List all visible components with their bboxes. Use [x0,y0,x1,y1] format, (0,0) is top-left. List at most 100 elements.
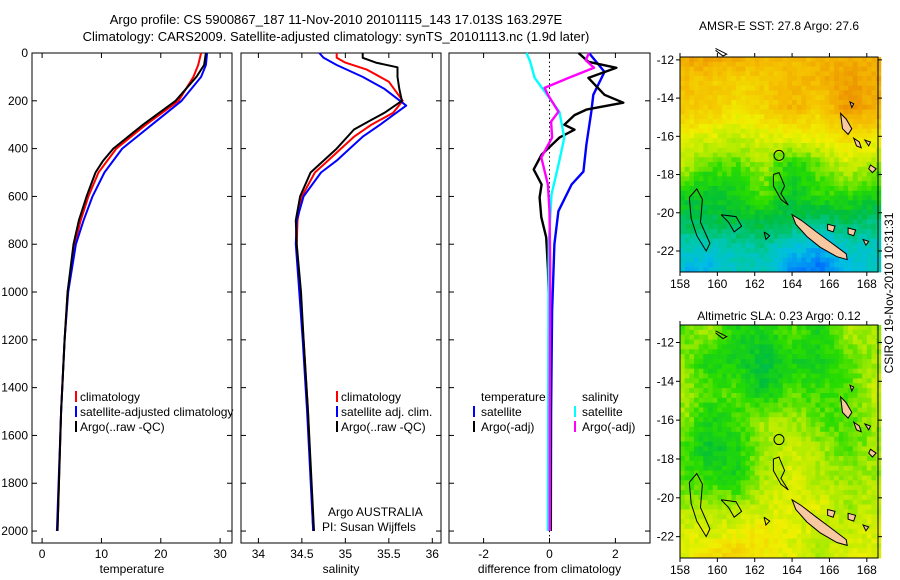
map-cell [694,548,700,554]
map-cell [824,57,830,63]
map-cell [698,533,704,539]
map-cell [857,190,863,196]
map-cell [717,157,723,163]
map-cell [712,171,718,177]
map-cell [745,417,751,423]
map-cell [866,267,872,273]
map-cell [750,368,756,374]
map-cell [680,349,686,355]
map-cell [871,95,877,101]
map-cell [852,90,858,96]
map-cell [787,114,793,120]
salinity-panel: 34 34.5 35 35.5 36salinityclimatologysatelli… [240,52,442,576]
map-cell [684,243,690,249]
map-cell [754,538,760,544]
map-cell [810,329,816,336]
map-cell [848,262,854,268]
y-tick-label: -20 [657,206,675,220]
map-cell [768,499,774,506]
map-cell [871,480,877,486]
map-cell [754,383,760,389]
map-cell [857,441,863,447]
map-cell [750,514,756,520]
map-cell [708,71,714,77]
map-cell [736,339,742,345]
map-cell [708,147,714,153]
map-cell [787,388,793,394]
map-cell [768,157,774,163]
map-cell [862,460,868,467]
map-cell [801,147,807,153]
map-cell [712,190,718,196]
map-cell [722,528,728,535]
map-cell [796,267,802,273]
map-cell [740,553,746,559]
map-cell [684,494,690,501]
map-cell [736,378,742,384]
map-cell [717,334,723,340]
map-cell [862,548,868,554]
map-cell [782,57,788,63]
map-cell [843,248,849,254]
map-cell [759,209,765,216]
map-cell [815,100,821,106]
map-cell [754,533,760,539]
map-cell [782,538,788,544]
map-cell [698,465,704,472]
map-cell [871,446,877,452]
map-cell [726,80,732,87]
map-cell [848,509,854,515]
map-cell [792,166,798,173]
map-cell [708,76,714,82]
map-cell [773,162,779,168]
map-cell [787,344,793,350]
map-cell [722,133,728,139]
map-cell [750,100,756,106]
map-cell [722,509,728,515]
map-cell [759,334,765,340]
map-cell [871,262,877,268]
map-cell [862,393,868,399]
map-cell [862,133,868,139]
map-cell [680,57,686,63]
map-cell [829,76,835,82]
map-cell [708,485,714,491]
map-cell [712,412,718,418]
map-cell [731,123,737,130]
map-cell [680,243,686,249]
map-cell [712,436,718,442]
map-cell [824,100,830,106]
map-cell [787,470,793,476]
map-cell [703,553,709,559]
map-cell [768,519,774,525]
map-cell [759,205,765,211]
map-cell [736,490,742,496]
map-cell [815,456,821,462]
map-cell [736,325,742,331]
map-cell [726,152,732,158]
map-cell [773,233,779,239]
map-cell [866,252,872,259]
map-cell [684,393,690,399]
map-cell [722,138,728,144]
map-cell [717,354,723,360]
map-cell [698,90,704,96]
map-cell [759,465,765,472]
map-cell [801,412,807,418]
map-cell [726,190,732,196]
map-cell [815,181,821,187]
map-cell [703,334,709,340]
map-cell [848,166,854,173]
map-cell [871,465,877,472]
map-cell [810,485,816,491]
map-cell [810,446,816,452]
map-cell [694,57,700,63]
map-cell [820,451,826,457]
map-cell [712,133,718,139]
map-cell [792,61,798,67]
map-cell [745,325,751,331]
map-cell [750,339,756,345]
map-cell [862,485,868,491]
map-cell [824,128,830,134]
map-cell [792,393,798,399]
